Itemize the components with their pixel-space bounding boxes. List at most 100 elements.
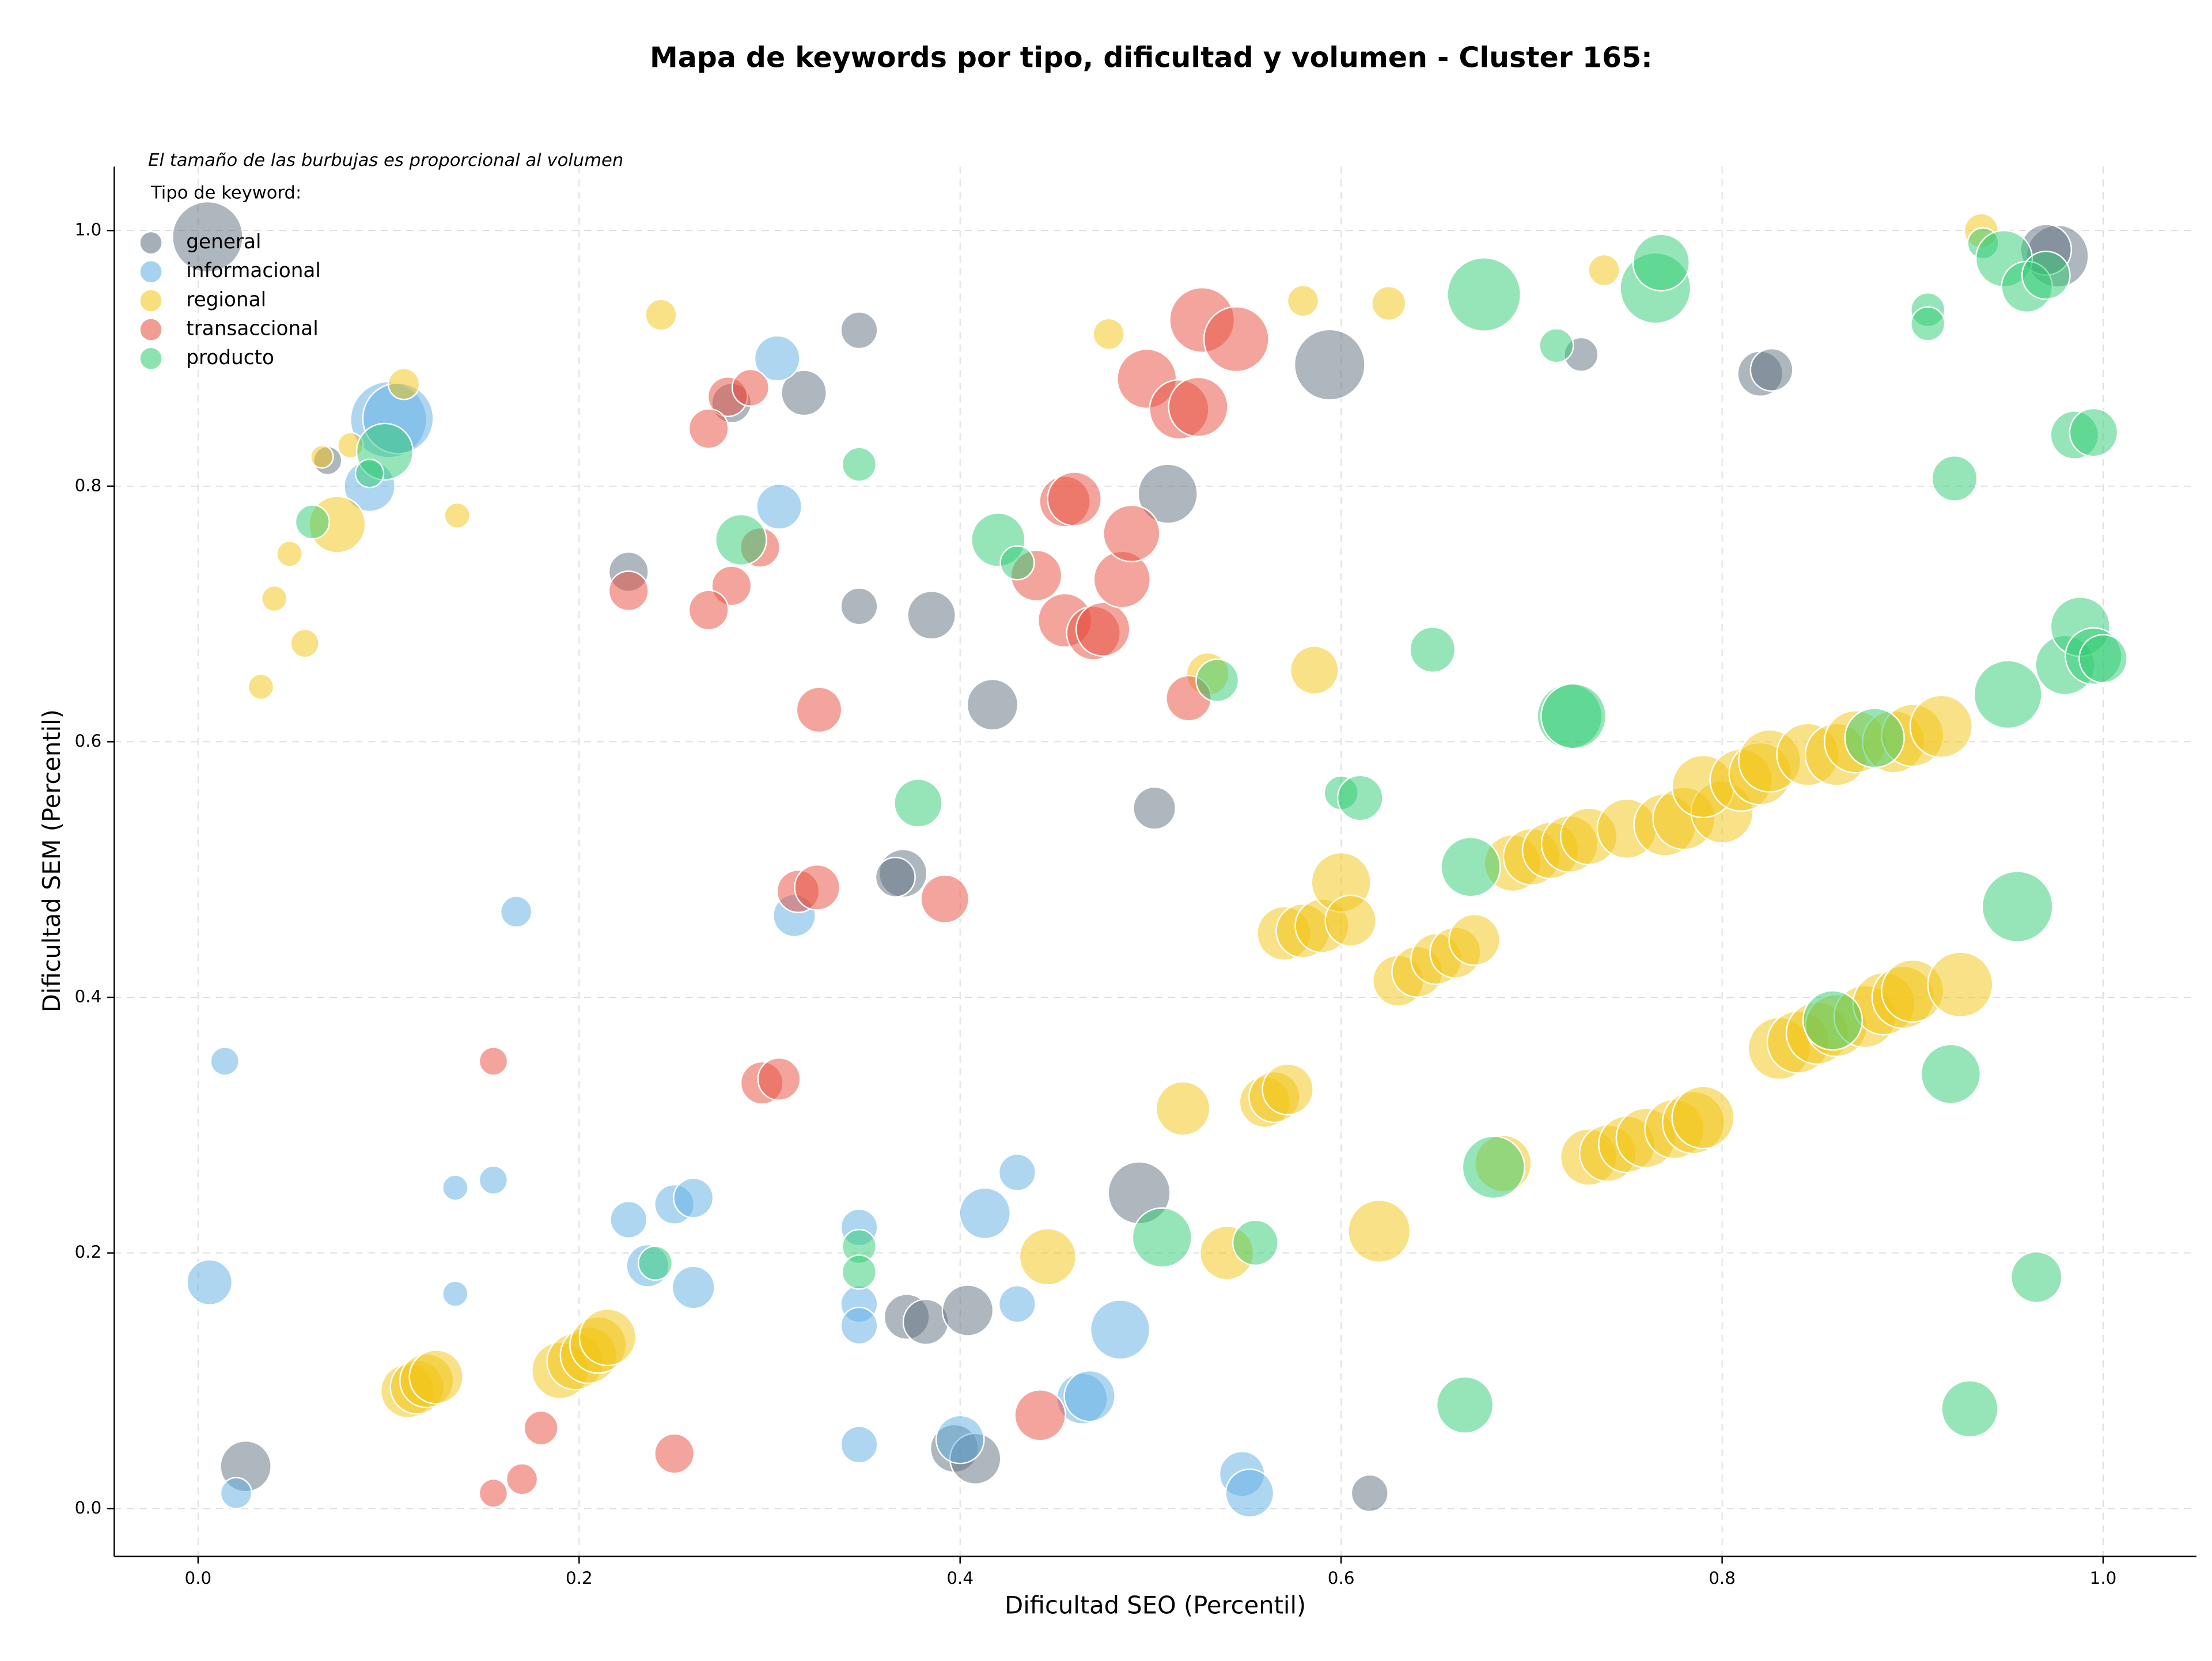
bubble — [1232, 1219, 1279, 1266]
bubble — [1092, 317, 1125, 350]
legend: Tipo de keyword: general informacional reg… — [140, 183, 321, 369]
bubble — [841, 447, 877, 482]
x-tick-label: 0.4 — [946, 1568, 974, 1588]
bubble — [2010, 1251, 2063, 1304]
bubble — [2078, 634, 2128, 684]
bubble — [1588, 253, 1620, 287]
bubble — [1539, 328, 1574, 364]
legend-marker — [140, 319, 162, 340]
bubble — [1350, 1474, 1389, 1512]
legend-marker — [140, 261, 162, 283]
y-tick-label: 0.8 — [75, 475, 102, 495]
bubble — [902, 1299, 949, 1345]
bubble — [1461, 1135, 1525, 1200]
bubble — [442, 1174, 469, 1201]
bubble — [1225, 1468, 1275, 1518]
bubble — [1168, 376, 1229, 437]
note: El tamaño de las burbujas es proporciona… — [148, 150, 623, 171]
bubble — [1909, 694, 1974, 758]
bubble — [505, 1463, 539, 1496]
bubble — [1018, 1228, 1077, 1286]
x-tick-label: 0.2 — [566, 1568, 593, 1588]
legend-label: regional — [186, 288, 266, 311]
bubble — [893, 778, 943, 828]
bubble — [387, 368, 421, 400]
bubble — [1440, 837, 1501, 898]
bubble — [1371, 285, 1407, 321]
bubble — [907, 590, 956, 640]
bubble — [219, 1477, 253, 1509]
x-tick-label: 0.0 — [185, 1568, 212, 1588]
legend-label: transaccional — [186, 317, 319, 340]
bubble — [578, 1308, 637, 1367]
bubble — [609, 1200, 648, 1239]
bubble — [935, 1414, 985, 1465]
bubble — [688, 408, 729, 449]
bubble — [500, 895, 533, 928]
bubble — [731, 368, 770, 407]
bubble — [959, 1187, 1012, 1240]
legend-label: producto — [186, 346, 274, 369]
bubble — [478, 1046, 509, 1076]
bubble — [444, 502, 471, 529]
bubble — [1632, 233, 1690, 292]
bubble — [1155, 1081, 1211, 1136]
bubble — [756, 483, 802, 530]
legend-label: informacional — [186, 259, 321, 282]
bubble — [210, 1046, 240, 1076]
bubble — [796, 686, 843, 733]
y-tick-label: 0.6 — [75, 731, 102, 751]
bubble — [757, 1057, 801, 1101]
bubble — [247, 673, 275, 701]
legend-marker — [140, 232, 162, 253]
bubble — [654, 1433, 695, 1474]
bubble — [966, 678, 1019, 731]
y-tick-label: 0.4 — [75, 987, 102, 1007]
bubble — [478, 1165, 509, 1195]
bubble — [1131, 1207, 1192, 1268]
bubble — [1920, 1043, 1982, 1104]
bubble — [1014, 1389, 1066, 1441]
bubble — [310, 444, 334, 469]
bubble — [1286, 284, 1320, 317]
bubble — [1802, 990, 1863, 1051]
bubble — [1336, 774, 1384, 822]
bubble — [999, 545, 1035, 581]
bubble — [637, 1245, 673, 1281]
bubble — [2069, 407, 2119, 457]
x-tick-label: 0.8 — [1709, 1568, 1736, 1588]
bubble — [1137, 463, 1198, 524]
bubble — [840, 1425, 878, 1464]
bubble — [1927, 951, 1994, 1018]
bubble — [1844, 707, 1905, 769]
y-tick-label: 0.0 — [75, 1498, 102, 1518]
y-tick-label: 0.2 — [75, 1242, 102, 1262]
bubble — [753, 335, 801, 382]
bubble — [840, 1307, 878, 1345]
bubble — [671, 1265, 715, 1310]
x-tick-label: 0.6 — [1328, 1568, 1355, 1588]
bubble — [1671, 1085, 1735, 1149]
legend-marker — [140, 347, 162, 369]
bubble — [1749, 347, 1794, 392]
y-axis-label: Dificultad SEM (Percentil) — [37, 709, 66, 1012]
bubble — [1347, 1199, 1411, 1263]
bubble — [1448, 913, 1501, 966]
bubble — [645, 298, 677, 331]
bubble — [1075, 601, 1131, 657]
bubble — [874, 857, 916, 898]
bubble — [1089, 1299, 1151, 1360]
bubble — [998, 1285, 1037, 1323]
bubble — [1540, 683, 1607, 750]
bubble — [186, 1259, 233, 1306]
bubble — [1047, 471, 1102, 527]
bubble — [260, 585, 288, 612]
bubble — [998, 1153, 1037, 1192]
bubble — [523, 1410, 559, 1446]
bubble — [1973, 660, 2043, 729]
bubble — [1132, 786, 1177, 830]
bubble — [608, 570, 649, 612]
bubble — [840, 587, 878, 626]
bubble — [1195, 658, 1240, 702]
